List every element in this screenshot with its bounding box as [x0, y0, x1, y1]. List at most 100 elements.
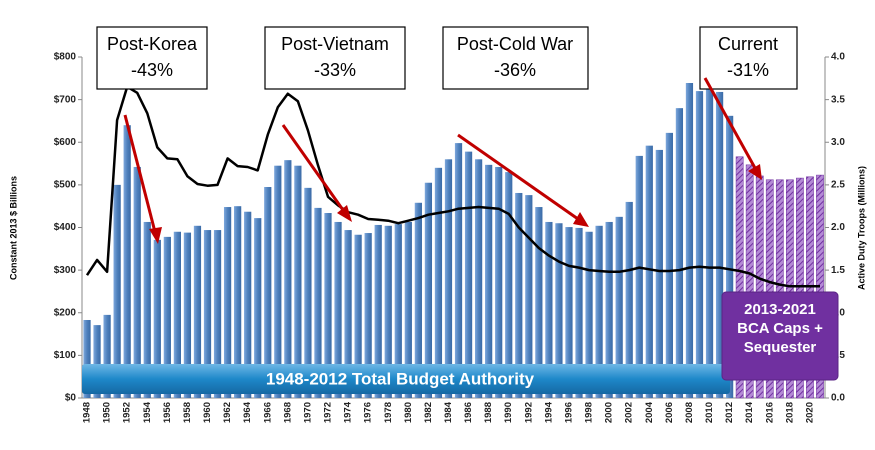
budget-band	[82, 364, 730, 394]
x-tick-label: 2010	[704, 402, 715, 423]
annotation-box	[96, 26, 208, 90]
bar	[515, 192, 523, 398]
arrow	[281, 124, 345, 211]
bar	[334, 221, 342, 398]
bar	[715, 91, 724, 398]
y-tick-label: $400	[54, 222, 77, 233]
y-tick-label: $800	[54, 52, 77, 63]
y2-tick-label: 4.0	[831, 52, 845, 63]
annotation-change: -36%	[494, 60, 536, 80]
bar	[645, 145, 653, 398]
x-tick-label: 2012	[724, 402, 735, 423]
x-tick-label: 2020	[804, 402, 815, 423]
bar	[324, 213, 332, 398]
bar	[384, 225, 392, 398]
bar	[474, 159, 483, 398]
x-tick-label: 1964	[242, 401, 253, 423]
bar	[304, 187, 312, 398]
x-tick-label: 1958	[182, 402, 193, 423]
bar	[565, 227, 573, 398]
y2-tick-label: 0.0	[831, 393, 845, 404]
annotation-change: -31%	[727, 60, 769, 80]
annotation-label: Post-Cold War	[457, 34, 573, 54]
x-tick-label: 1968	[282, 402, 293, 423]
arrowhead	[573, 212, 589, 227]
bar	[223, 207, 232, 398]
bar	[464, 151, 473, 398]
x-tick-label: 1960	[202, 402, 213, 423]
x-tick-label: 1984	[443, 401, 454, 423]
x-tick-label: 2006	[664, 402, 675, 423]
x-tick-label: 2002	[624, 402, 635, 423]
annotation-box	[442, 26, 589, 90]
bar	[153, 239, 161, 398]
x-tick-label: 1972	[323, 402, 334, 423]
x-tick-label: 1998	[584, 402, 595, 423]
x-tick-label: 2004	[644, 401, 655, 423]
x-tick-label: 2016	[764, 402, 775, 423]
bar	[344, 230, 352, 398]
trend-arrows	[123, 77, 762, 244]
bar	[675, 108, 684, 399]
bar	[394, 224, 402, 398]
bar	[113, 184, 121, 398]
y-tick-label: $300	[54, 265, 77, 276]
bar	[294, 165, 302, 398]
bar	[605, 221, 613, 398]
x-tick-label: 1990	[503, 402, 514, 423]
y-tick-label: $0	[65, 393, 77, 404]
arrowhead	[748, 164, 762, 180]
bar	[203, 230, 212, 398]
x-tick-label: 2008	[684, 402, 695, 423]
bar	[143, 221, 151, 398]
bar	[163, 236, 171, 398]
x-tick-label: 1974	[343, 401, 354, 423]
bar	[745, 164, 754, 399]
arrowhead	[149, 227, 162, 244]
x-tick-label: 1978	[383, 402, 394, 423]
annotation-box	[264, 26, 406, 90]
bar	[123, 125, 131, 398]
bar	[133, 166, 141, 398]
bar	[625, 201, 633, 398]
bar	[213, 230, 222, 398]
x-tick-label: 1962	[222, 402, 233, 423]
budget-band-label: 1948-2012 Total Budget Authority	[266, 369, 535, 388]
annotations: Post-Korea -43% Post-Vietnam -33% Post-C…	[96, 26, 798, 90]
bar	[595, 225, 603, 398]
bar	[244, 211, 252, 398]
bar	[444, 159, 453, 398]
bar	[555, 223, 563, 398]
x-tick-label: 1948	[82, 402, 93, 423]
bar	[785, 179, 794, 399]
arrow	[123, 114, 157, 233]
bar	[83, 319, 91, 398]
x-tick-label: 2000	[604, 402, 615, 423]
bar	[635, 155, 643, 398]
bar	[234, 206, 242, 398]
bar	[454, 143, 463, 398]
bar	[424, 182, 433, 398]
annotation-label: Current	[718, 34, 778, 54]
bar	[575, 227, 583, 398]
annotation-change: -33%	[314, 60, 356, 80]
annotation-change: -43%	[131, 60, 173, 80]
annotation-label: Post-Vietnam	[281, 34, 389, 54]
troops-line	[85, 85, 820, 288]
arrow	[703, 77, 757, 169]
bar	[364, 233, 372, 398]
bar	[655, 149, 663, 398]
x-tick-label: 2014	[744, 401, 755, 423]
x-tick-label: 2018	[784, 402, 795, 423]
x-tick-label: 1950	[102, 402, 113, 423]
bar	[374, 224, 382, 398]
x-tick-label: 1986	[463, 402, 474, 423]
bar	[485, 164, 493, 398]
y2-tick-label: 2.5	[831, 180, 845, 191]
bar	[193, 225, 202, 398]
x-tick-label: 1996	[563, 402, 574, 423]
y-tick-label: $600	[54, 137, 77, 148]
bar	[585, 231, 593, 398]
y2-tick-label: 1.5	[831, 265, 845, 276]
bar	[615, 216, 623, 398]
